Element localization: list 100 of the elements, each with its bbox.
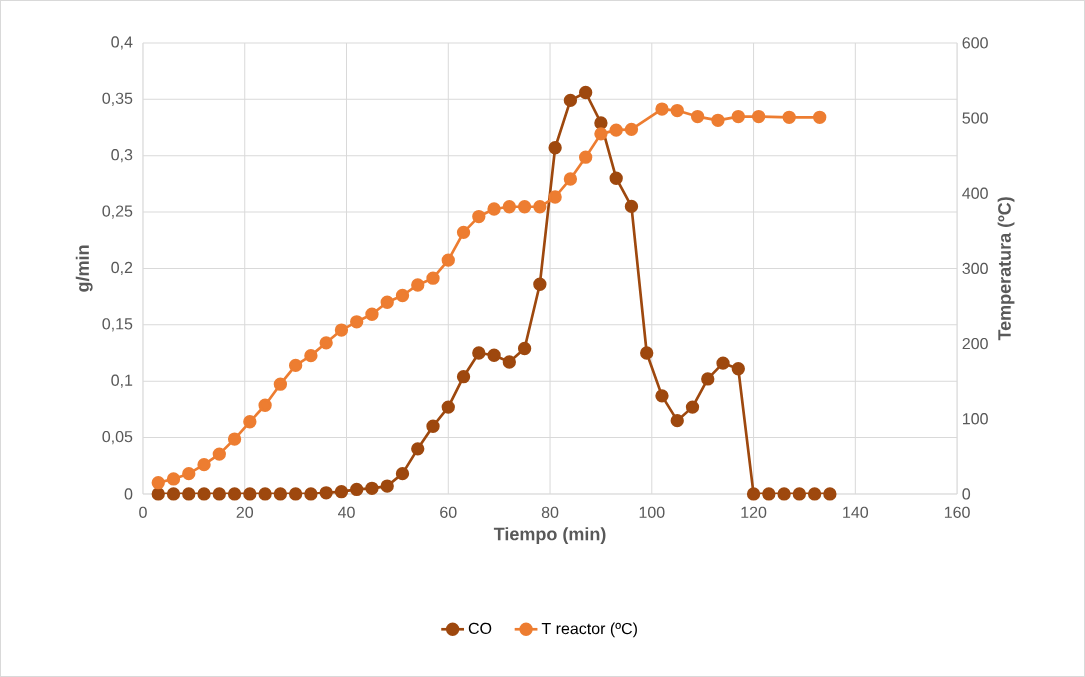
y-tick-label: 0,25 <box>102 205 133 219</box>
point <box>751 109 766 124</box>
point <box>151 487 165 501</box>
point <box>548 141 562 155</box>
y-tick-label: 0,2 <box>111 261 133 276</box>
point <box>166 472 181 486</box>
y2-tick-label: 400 <box>962 187 988 199</box>
point <box>716 356 730 370</box>
point <box>762 487 776 501</box>
point <box>533 200 547 214</box>
point <box>517 200 532 214</box>
point <box>685 400 700 414</box>
y-axis-title: g/min <box>75 245 93 292</box>
point <box>395 288 410 303</box>
x-tick-label: 40 <box>337 506 355 519</box>
point <box>395 467 410 481</box>
point <box>212 487 226 501</box>
point <box>624 199 639 214</box>
y-tick-label: 0,1 <box>111 374 133 388</box>
y2-tick-label: 600 <box>962 37 988 49</box>
y2-tick-label: 300 <box>962 262 988 275</box>
point <box>365 307 379 321</box>
point <box>334 323 349 337</box>
point <box>609 171 623 185</box>
point <box>151 476 165 490</box>
point <box>411 278 425 292</box>
point <box>711 113 725 128</box>
legend-label: T reactor (ºC) <box>541 622 637 638</box>
x-tick-label: 60 <box>440 506 457 519</box>
point <box>690 109 705 124</box>
point <box>487 348 501 362</box>
x-tick-label: 120 <box>741 506 767 519</box>
x-tick-label: 20 <box>236 506 254 519</box>
point <box>243 415 257 429</box>
point <box>456 225 471 240</box>
point <box>792 487 807 501</box>
point <box>472 346 486 360</box>
point <box>197 487 211 501</box>
y-tick-label: 0,4 <box>111 36 133 50</box>
point <box>258 487 272 501</box>
point <box>823 487 837 501</box>
point <box>777 487 791 501</box>
point <box>578 85 593 100</box>
point <box>426 271 440 285</box>
x-tick-label: 160 <box>944 506 970 519</box>
point <box>411 442 425 456</box>
x-axis-title: Tiempo (min) <box>493 527 606 544</box>
y2-axis-title: Temperatura (ºC) <box>997 197 1015 341</box>
point <box>227 487 242 501</box>
point <box>350 482 364 497</box>
point <box>288 358 303 373</box>
point <box>258 398 272 412</box>
point <box>731 362 745 376</box>
point <box>472 209 486 224</box>
y-tick-label: 0 <box>124 488 133 500</box>
point <box>782 110 796 125</box>
point <box>334 485 349 499</box>
point <box>380 295 394 309</box>
point <box>365 481 379 496</box>
x-tick-label: 0 <box>139 506 147 519</box>
y2-tick-label: 0 <box>962 488 971 500</box>
point <box>517 341 532 356</box>
point <box>594 116 608 130</box>
point <box>441 253 455 267</box>
point <box>746 487 761 501</box>
point <box>655 389 669 403</box>
point <box>533 277 547 291</box>
y-tick-label: 0,35 <box>102 92 133 106</box>
point <box>624 122 639 137</box>
x-tick-label: 140 <box>843 506 869 519</box>
point <box>594 127 608 141</box>
point <box>182 487 196 501</box>
point <box>288 487 303 501</box>
point <box>731 109 745 124</box>
point <box>319 486 333 500</box>
x-tick-label: 100 <box>639 506 665 519</box>
point <box>227 432 242 446</box>
point <box>380 479 394 493</box>
point <box>319 336 333 350</box>
point <box>212 447 226 461</box>
y-tick-label: 0,3 <box>111 149 133 163</box>
point <box>273 487 288 501</box>
y-tick-label: 0,15 <box>102 318 133 332</box>
point <box>563 172 578 186</box>
point <box>304 348 318 363</box>
point <box>166 487 181 501</box>
point <box>182 467 196 481</box>
point <box>350 315 364 329</box>
point <box>807 487 822 501</box>
point <box>655 102 669 116</box>
point <box>441 400 455 414</box>
y2-tick-label: 500 <box>962 112 988 124</box>
point <box>813 110 827 125</box>
point <box>456 370 471 384</box>
point <box>304 487 318 501</box>
y2-tick-label: 100 <box>963 413 988 425</box>
x-tick-label: 80 <box>541 506 559 519</box>
point <box>426 419 440 433</box>
point <box>243 487 257 501</box>
legend-label: CO <box>468 622 492 635</box>
